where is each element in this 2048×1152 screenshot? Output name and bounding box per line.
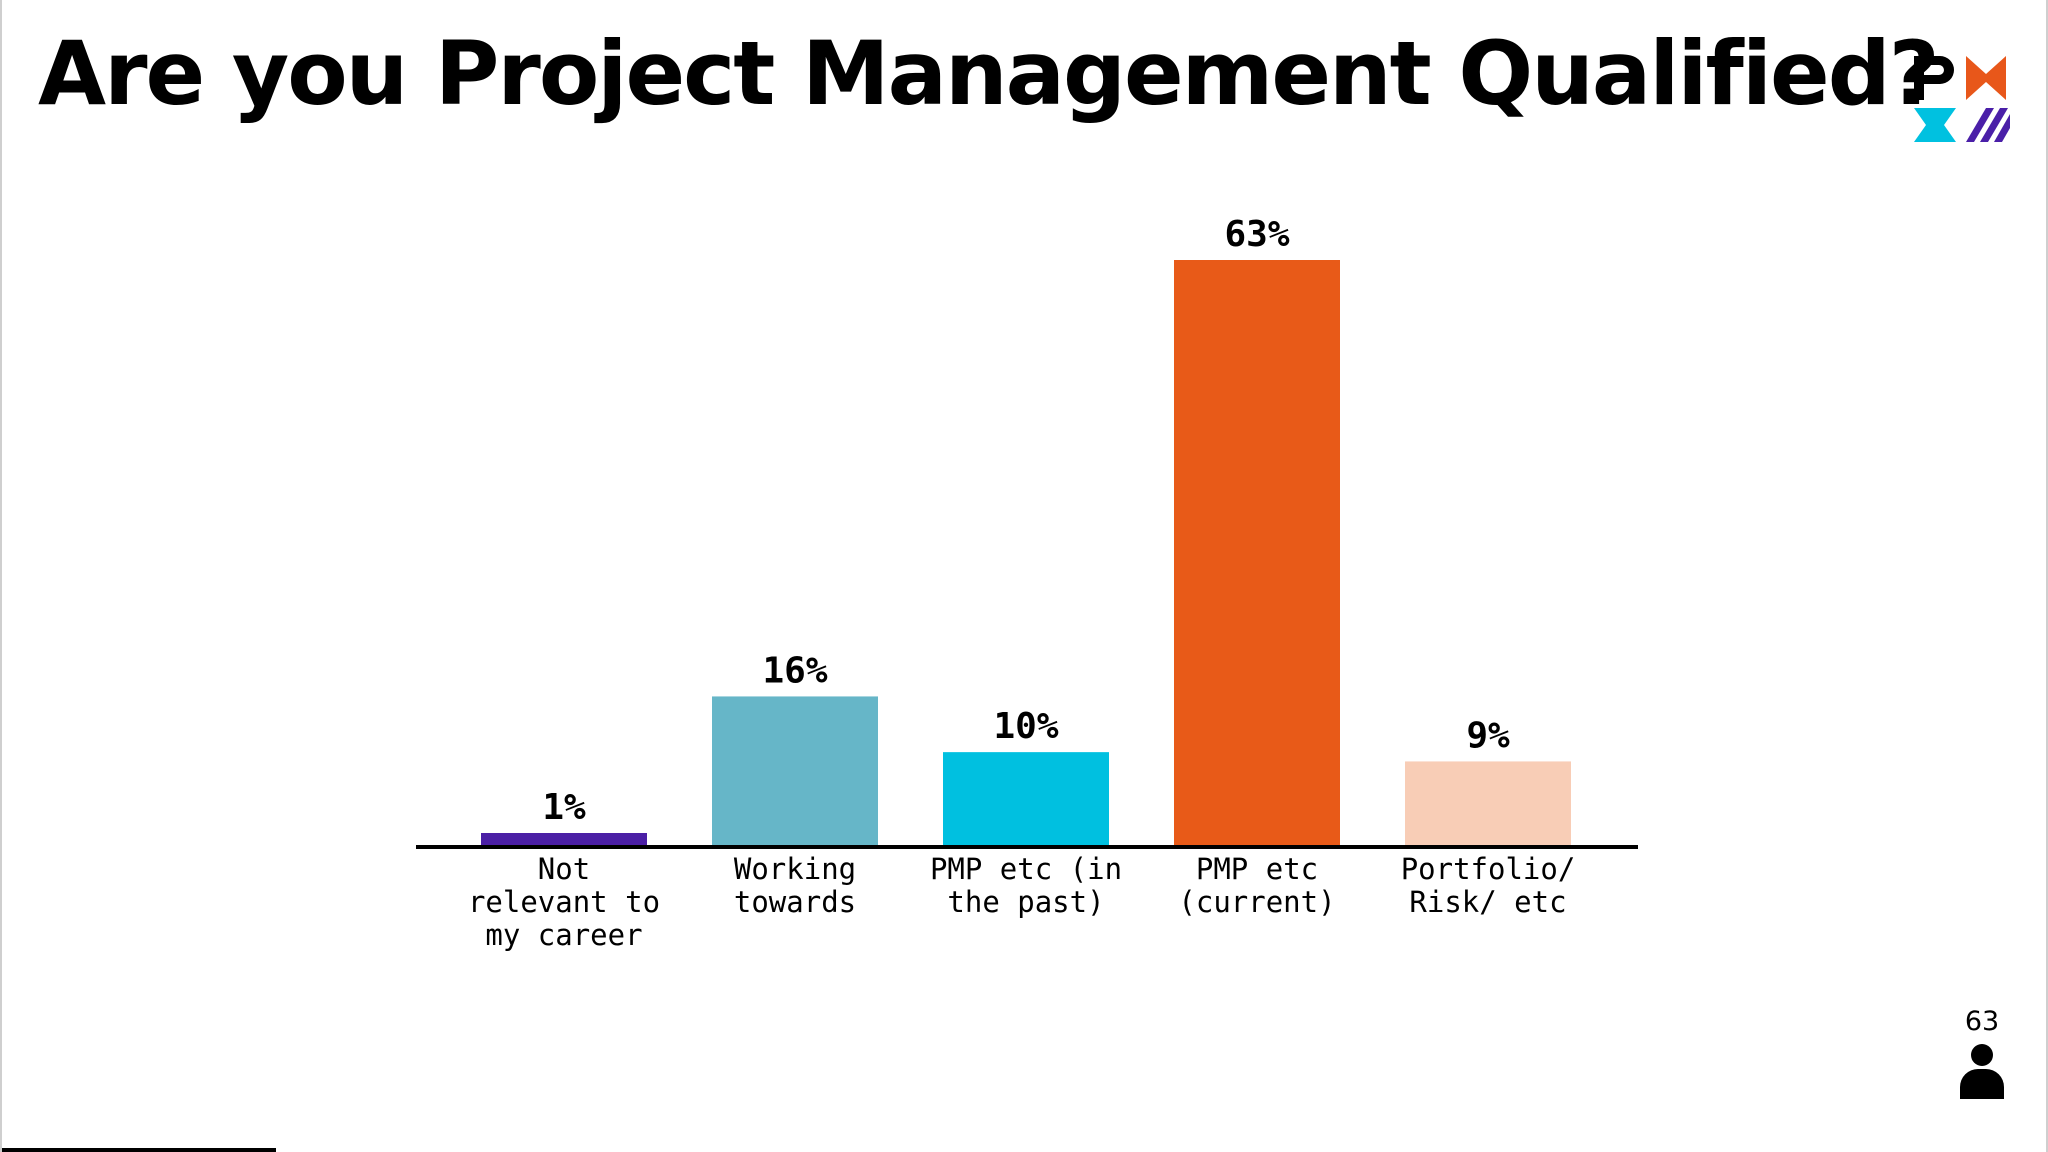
pmi-logo-icon xyxy=(1914,56,2010,142)
category-label-line: Portfolio/ xyxy=(1401,852,1576,886)
bar-4 xyxy=(1405,761,1571,845)
category-label-line: my career xyxy=(485,918,642,952)
category-label-line: the past) xyxy=(947,885,1104,919)
bar-value-label-0: 1% xyxy=(542,787,586,828)
category-label-line: (current) xyxy=(1178,885,1335,919)
category-label-4: Portfolio/Risk/ etc xyxy=(1401,852,1576,919)
category-label-1: Working towards xyxy=(734,852,856,919)
bar-value-label-2: 10% xyxy=(993,706,1058,747)
bar-value-label-3: 63% xyxy=(1224,214,1289,255)
category-label-3: PMP etc (current) xyxy=(1178,852,1335,919)
person-icon xyxy=(1960,1044,2004,1099)
category-label-0: Not relevant to my career xyxy=(468,852,660,952)
participant-counter: 63 xyxy=(1942,1006,2022,1099)
category-label-line: relevant to xyxy=(468,885,660,919)
bar-1 xyxy=(712,696,878,845)
progress-line xyxy=(2,1148,276,1152)
category-label-line: Risk/ etc xyxy=(1409,885,1566,919)
category-label-line: Working xyxy=(734,852,856,886)
participant-count: 63 xyxy=(1964,1006,2000,1037)
bar-value-label-1: 16% xyxy=(762,650,827,691)
bar-0 xyxy=(481,833,647,845)
page-title: Are you Project Management Qualified? xyxy=(38,22,1940,125)
bar-3 xyxy=(1174,260,1340,845)
bar-2 xyxy=(943,752,1109,845)
category-label-line: Not xyxy=(538,852,590,886)
bar-value-label-4: 9% xyxy=(1466,715,1510,756)
category-label-line: towards xyxy=(734,885,856,919)
category-label-2: PMP etc (in the past) xyxy=(930,852,1122,919)
category-label-line: PMP etc (in xyxy=(930,852,1122,886)
category-label-line: PMP etc xyxy=(1196,852,1318,886)
